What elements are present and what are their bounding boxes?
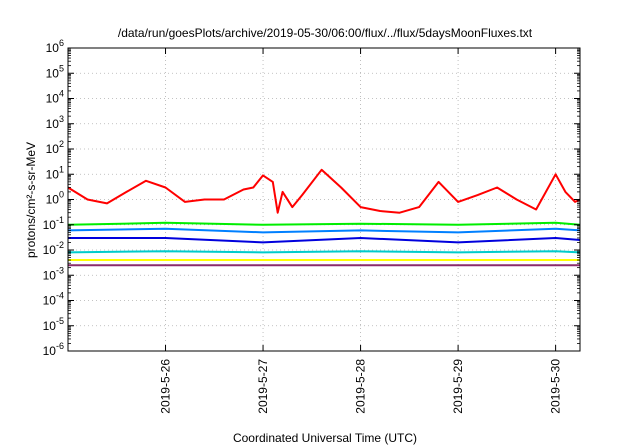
- y-tick-label: 101: [46, 164, 64, 181]
- y-tick-label: 10-1: [43, 215, 64, 232]
- axes-layer: 10-6 10-5 10-4 10-3 10-2 10-1 100 101 102 103 104 1…: [43, 38, 581, 414]
- x-tick-label: 2019-5-27: [256, 359, 270, 414]
- y-tick-label: 106: [46, 38, 64, 55]
- series-line-1: [67, 221, 581, 226]
- y-tick-label: 10-3: [43, 265, 64, 282]
- series-layer: [67, 168, 581, 267]
- y-tick-label: 10-2: [43, 240, 64, 257]
- y-tick-label: 105: [46, 63, 64, 80]
- x-tick-label: 2019-5-30: [549, 359, 563, 414]
- x-axis-label: Coordinated Universal Time (UTC): [233, 431, 417, 445]
- y-tick-label: 103: [46, 114, 64, 131]
- series-line-3: [68, 237, 581, 244]
- y-tick-label: 100: [46, 190, 64, 207]
- series-line-0: [67, 168, 581, 214]
- x-tick-label: 2019-5-26: [159, 359, 173, 414]
- chart-title: /data/run/goesPlots/archive/2019-05-30/0…: [118, 26, 533, 40]
- y-tick-label: 10-4: [43, 291, 64, 308]
- y-tick-label: 10-6: [43, 341, 64, 358]
- x-tick-label: 2019-5-28: [354, 359, 368, 414]
- x-tick-label: 2019-5-29: [451, 359, 465, 414]
- series-line-2: [67, 227, 581, 234]
- series-line-4: [67, 250, 581, 254]
- y-tick-label: 104: [46, 89, 64, 106]
- grid-layer: [68, 47, 580, 352]
- y-axis-label: protons/cm²-s-sr-MeV: [24, 142, 38, 258]
- plot-border: [67, 47, 581, 352]
- y-tick-label: 102: [46, 139, 64, 156]
- y-tick-label: 10-5: [43, 316, 64, 333]
